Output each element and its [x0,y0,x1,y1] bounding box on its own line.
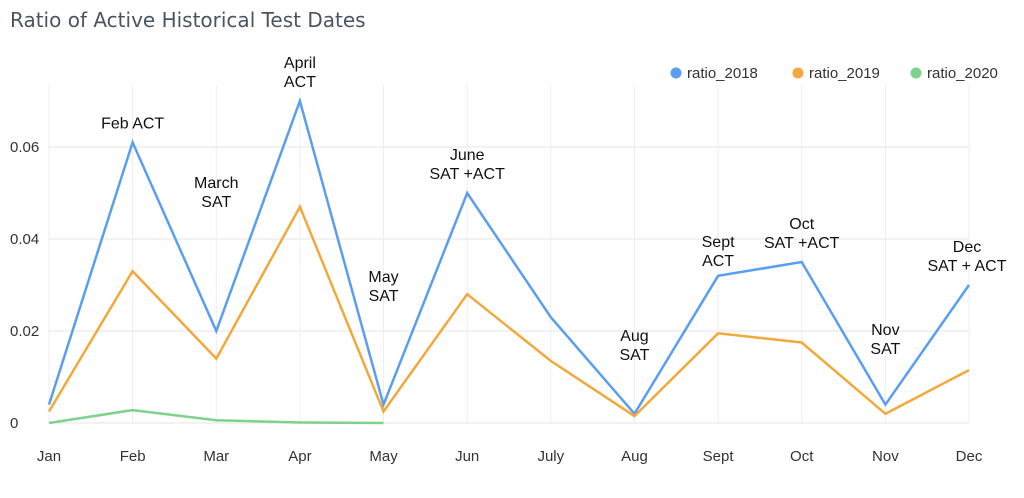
annotation-label: SAT [369,288,399,305]
annotation-label: SAT +ACT [429,166,505,183]
legend-label-ratio_2018: ratio_2018 [687,65,758,82]
x-tick-label: July [537,448,564,465]
annotation-label: ACT [702,253,734,270]
annotation-label: Feb ACT [101,115,164,132]
y-tick-label: 0 [10,415,18,432]
y-tick-label: 0.02 [10,323,39,340]
annotation-oct: Oct SAT +ACT [764,216,840,252]
x-tick-label: Oct [790,448,814,465]
annotation-label: Dec [953,239,981,256]
annotation-label: SAT + ACT [928,258,1007,275]
annotation-apr: April ACT [284,55,316,91]
annotation-feb: Feb ACT [101,115,164,132]
annotation-jun: June SAT +ACT [429,147,505,183]
x-tick-label: Apr [288,448,311,465]
chart-title: Ratio of Active Historical Test Dates [10,8,366,32]
annotation-label: Sept [702,234,735,251]
annotation-label: SAT +ACT [764,235,840,252]
series-line-ratio_2020 [48,408,384,425]
annotation-label: Nov [871,322,899,339]
legend-label-ratio_2020: ratio_2020 [927,65,998,82]
x-tick-label: Aug [621,448,648,465]
y-tick-label: 0.06 [10,139,39,156]
annotation-label: March [194,175,238,192]
annotation-label: June [450,147,485,164]
x-tick-label: Jun [455,448,479,465]
annotation-label: SAT [619,347,649,364]
legend-marker-ratio_2018 [670,67,682,79]
x-tick-label: Mar [203,448,229,465]
series-line-ratio_2018 [47,96,971,416]
legend-marker-ratio_2020 [910,67,922,79]
annotation-label: Aug [620,328,648,345]
legend-label-ratio_2019: ratio_2019 [809,65,880,82]
y-tick-label: 0.04 [10,231,39,248]
x-tick-label: Nov [872,448,899,465]
legend-marker-ratio_2019 [792,67,804,79]
annotation-may: May SAT [368,269,398,305]
annotation-sept: Sept ACT [702,234,735,270]
x-tick-label: Sept [703,448,735,465]
annotation-label: Oct [789,216,814,233]
annotation-mar: March SAT [194,175,238,211]
annotation-dec: Dec SAT + ACT [928,239,1007,275]
x-tick-label: Dec [956,448,983,465]
annotation-label: SAT [870,341,900,358]
annotation-label: ACT [284,74,316,91]
x-tick-label: May [369,448,398,465]
annotation-label: SAT [201,194,231,211]
annotation-label: May [368,269,398,286]
annotation-aug: Aug SAT [619,328,649,364]
annotation-label: April [284,55,316,72]
series-line-ratio_2019 [47,203,970,418]
annotation-nov: Nov SAT [870,322,900,358]
x-tick-label: Feb [120,448,146,465]
x-tick-label: Jan [37,448,61,465]
